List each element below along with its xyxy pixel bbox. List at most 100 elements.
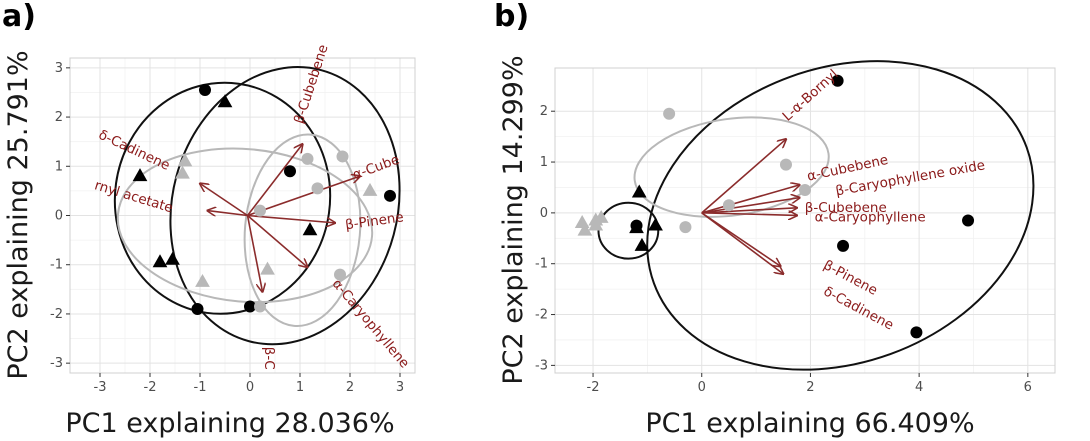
black-circle-point xyxy=(384,189,396,202)
black-triangle-point xyxy=(631,184,647,198)
panel-b-label: b) xyxy=(494,0,529,34)
grey-triangle-point xyxy=(260,261,275,275)
grey-circle-point xyxy=(679,221,692,234)
x-tick-label: 4 xyxy=(915,380,923,395)
x-tick-label: 6 xyxy=(1024,380,1032,395)
y-tick-label: -3 xyxy=(535,358,548,373)
grey-circle-point xyxy=(254,300,266,313)
y-tick-label: 2 xyxy=(55,110,63,125)
panel-a-gridlines xyxy=(70,58,415,373)
x-tick-label: 2 xyxy=(346,380,354,395)
x-tick-label: 0 xyxy=(698,380,706,395)
loading-arrow xyxy=(701,208,797,214)
black-triangle-point xyxy=(152,254,168,268)
y-tick-label: -2 xyxy=(50,307,63,322)
loading-label: β-Cubebene xyxy=(805,200,887,216)
black-circle-point xyxy=(831,74,844,87)
panel-b-gridlines xyxy=(555,68,1055,373)
grey-ellipse xyxy=(116,147,374,304)
x-tick-label: -3 xyxy=(94,380,107,395)
panel-b-plot-border xyxy=(554,67,1056,374)
black-triangle-point xyxy=(302,222,318,236)
grey-circle-point xyxy=(334,268,346,281)
loading-arrow xyxy=(701,185,800,214)
grey-circle-point xyxy=(301,152,314,165)
grey-circle-point xyxy=(336,150,349,163)
panel-a-x-axis-title: PC1 explaining 28.036% xyxy=(65,408,394,439)
loading-arrow xyxy=(701,198,800,214)
y-tick-label: 0 xyxy=(540,206,548,221)
black-circle-point xyxy=(191,303,204,316)
y-tick-label: -2 xyxy=(535,308,548,323)
black-circle-point xyxy=(837,239,850,252)
y-tick-label: 3 xyxy=(55,61,63,76)
x-tick-label: 3 xyxy=(396,380,404,395)
x-tick-label: -1 xyxy=(194,380,207,395)
black-circle-point xyxy=(244,300,256,313)
loading-arrow xyxy=(701,213,797,216)
loading-arrow xyxy=(246,144,303,216)
x-tick-label: -2 xyxy=(587,380,600,395)
grey-circle-point xyxy=(254,204,266,217)
y-tick-label: -3 xyxy=(50,356,63,371)
y-tick-label: 0 xyxy=(55,209,63,224)
loading-label: α-Caryophyllene xyxy=(815,210,926,226)
black-ellipse xyxy=(113,81,332,315)
loading-label: β-C xyxy=(261,347,277,370)
y-tick-label: 1 xyxy=(55,159,63,174)
black-triangle-point xyxy=(648,217,663,231)
loading-arrow xyxy=(246,214,308,268)
grey-triangle-point xyxy=(588,217,604,231)
y-tick-label: 2 xyxy=(540,104,548,119)
black-circle-point xyxy=(962,214,975,227)
x-tick-label: 2 xyxy=(806,380,814,395)
panel-b-loading-arrows xyxy=(701,139,800,274)
grey-triangle-point xyxy=(593,209,609,223)
x-tick-label: -2 xyxy=(144,380,157,395)
grey-triangle-point xyxy=(362,182,378,196)
grey-triangle-point xyxy=(195,273,210,287)
grey-triangle-point xyxy=(177,153,193,167)
grey-triangle-point xyxy=(574,215,590,229)
black-circle-point xyxy=(284,165,296,178)
loading-arrow xyxy=(200,184,248,217)
panel-a-points xyxy=(132,83,396,316)
grey-circle-point xyxy=(779,158,792,171)
black-triangle-point xyxy=(217,94,233,108)
loading-arrow xyxy=(701,139,786,214)
black-triangle-point xyxy=(629,220,644,234)
y-tick-label: 1 xyxy=(540,155,548,170)
black-triangle-point xyxy=(165,251,180,265)
loading-arrow xyxy=(247,214,336,223)
grey-circle-point xyxy=(799,184,811,196)
panel-b-ellipses xyxy=(597,60,1035,371)
panel-a-y-axis-title: PC2 explaining 25.791% xyxy=(3,50,34,379)
loading-arrow xyxy=(701,212,781,266)
loading-arrow xyxy=(246,215,263,292)
y-tick-label: -1 xyxy=(535,257,548,272)
panel-b-tick-labels: -2 0 2 4 6 -3 -2 -1 0 1 2 xyxy=(535,104,1032,395)
panel-b-y-axis-title: PC2 explaining 14.299% xyxy=(498,55,529,384)
grey-ellipse xyxy=(243,133,362,328)
black-circle-point xyxy=(199,83,211,96)
black-triangle-point xyxy=(634,237,650,251)
x-tick-label: 1 xyxy=(296,380,304,395)
grey-triangle-point xyxy=(175,165,190,179)
panel-a-label: a) xyxy=(2,0,36,34)
black-circle-point xyxy=(910,326,923,339)
panel-a-tick-labels: -3 -2 -1 0 1 2 3 -3 -2 -1 0 1 2 3 xyxy=(50,61,404,395)
y-tick-label: -1 xyxy=(50,258,63,273)
grey-circle-point xyxy=(663,107,676,120)
grey-circle-point xyxy=(722,199,735,212)
loading-arrow xyxy=(247,176,361,217)
black-ellipse xyxy=(597,201,660,260)
black-triangle-point xyxy=(132,168,148,182)
grey-triangle-point xyxy=(577,222,593,236)
grey-ellipse xyxy=(633,116,830,218)
loading-label: β-Cubebene xyxy=(291,43,332,126)
panel-b-x-axis-title: PC1 explaining 66.409% xyxy=(645,408,974,439)
panel-b-points xyxy=(574,74,975,339)
